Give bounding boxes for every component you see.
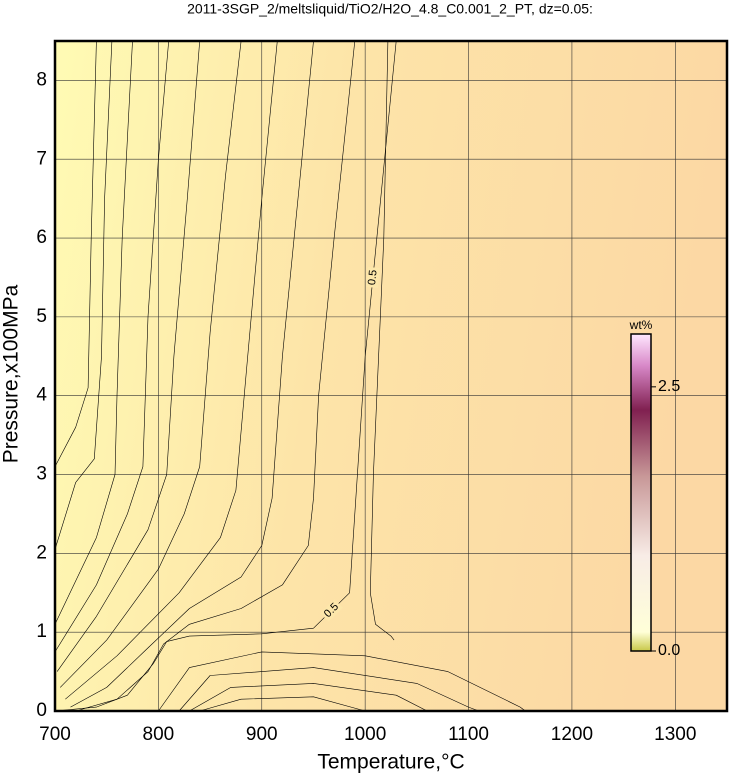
contour-label-bg xyxy=(365,266,380,289)
contour-line xyxy=(189,683,428,712)
contour-line xyxy=(75,40,356,712)
contour-line xyxy=(178,667,480,712)
contour-label-bg xyxy=(320,599,343,622)
y-tick-label: 3 xyxy=(36,464,47,485)
y-axis-label: Pressure,x100MPa xyxy=(0,284,23,463)
y-tick-label: 8 xyxy=(36,69,47,90)
x-tick-label: 1000 xyxy=(344,724,386,745)
contour-label: 0.5 xyxy=(366,269,379,285)
x-tick-label: 1300 xyxy=(654,724,696,745)
y-tick-label: 5 xyxy=(36,306,47,327)
y-tick-label: 7 xyxy=(36,148,47,169)
colorbar-tick-label: 2.5 xyxy=(658,378,680,395)
contour-line xyxy=(54,40,397,712)
contour-line xyxy=(70,40,314,708)
contour-line xyxy=(199,696,366,712)
colorbar xyxy=(630,333,652,652)
plot-background xyxy=(55,41,727,711)
y-tick-label: 6 xyxy=(36,227,47,248)
x-tick-label: 1200 xyxy=(551,724,593,745)
colorbar-label: wt% xyxy=(629,318,653,332)
chart-title: 2011-3SGP_2/meltsliquid/TiO2/H2O_4.8_C0.… xyxy=(187,1,593,17)
y-tick-label: 1 xyxy=(36,621,47,642)
contour-line xyxy=(54,40,113,550)
y-tick-label: 0 xyxy=(36,700,47,721)
y-tick-label: 2 xyxy=(36,542,47,563)
y-tick-label: 4 xyxy=(36,385,47,406)
x-axis-label: Temperature,°C xyxy=(317,751,464,774)
contour-line xyxy=(65,40,278,700)
contour-line xyxy=(56,40,200,672)
contour-line xyxy=(370,40,395,641)
contour-line xyxy=(158,651,526,712)
contour-line xyxy=(54,40,169,653)
x-tick-label: 800 xyxy=(143,724,175,745)
plot-frame xyxy=(53,39,729,713)
contour-line xyxy=(54,40,133,625)
colorbar-tick-label: 0.0 xyxy=(658,642,680,659)
contour-line xyxy=(54,40,97,467)
x-tick-label: 1100 xyxy=(448,724,489,745)
contour-line xyxy=(59,40,242,688)
x-tick-label: 700 xyxy=(39,724,71,745)
x-tick-label: 900 xyxy=(246,724,278,745)
